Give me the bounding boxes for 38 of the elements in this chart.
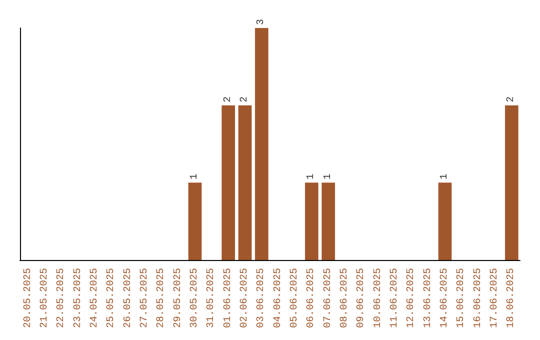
x-tick-label: 13.06.2025 [422, 268, 434, 328]
x-tick-label: 10.06.2025 [372, 268, 384, 328]
x-tick-label: 17.06.2025 [490, 268, 500, 328]
data-label: 2 [222, 96, 234, 102]
x-tick-label: 02.06.2025 [240, 268, 250, 328]
x-tick-label: 30.05.2025 [190, 268, 200, 328]
x-tick-label: 18.06.2025 [506, 268, 518, 328]
x-tick-label: 15.06.2025 [456, 268, 468, 328]
x-tick-label: 06.06.2025 [306, 268, 318, 328]
x-tick-label: 22.05.2025 [56, 268, 68, 328]
data-label: 2 [240, 96, 250, 102]
x-tick-label: 27.05.2025 [140, 268, 150, 328]
data-label: 1 [322, 174, 334, 180]
data-label: 1 [190, 174, 200, 180]
x-tick-label: 23.05.2025 [72, 268, 84, 328]
x-tick-label: 01.06.2025 [222, 268, 234, 328]
x-tick-label: 12.06.2025 [406, 268, 418, 328]
x-tick-label: 07.06.2025 [322, 268, 334, 328]
x-tick-label: 31.05.2025 [206, 268, 218, 328]
x-tick-label: 26.05.2025 [122, 268, 134, 328]
x-tick-label: 20.05.2025 [22, 268, 34, 328]
data-label: 2 [506, 96, 518, 102]
x-tick-label: 28.05.2025 [156, 268, 168, 328]
x-tick-label: 11.06.2025 [390, 268, 400, 328]
x-tick-label: 14.06.2025 [440, 268, 450, 328]
data-label: 3 [256, 18, 268, 25]
x-tick-label: 21.05.2025 [40, 268, 50, 328]
x-tick-label: 24.05.2025 [90, 268, 100, 328]
x-tick-label: 03.06.2025 [256, 268, 268, 328]
x-tick-label: 29.05.2025 [172, 268, 184, 328]
x-tick-label: 09.06.2025 [356, 268, 368, 328]
data-label: 1 [440, 174, 450, 180]
x-tick-label: 08.06.2025 [340, 268, 350, 328]
data-label: 1 [306, 174, 318, 180]
x-tick-label: 25.05.2025 [106, 268, 118, 328]
x-tick-label: 05.06.2025 [290, 268, 300, 328]
x-tick-label: 04.06.2025 [272, 268, 284, 328]
x-tick-label: 16.06.2025 [472, 268, 484, 328]
